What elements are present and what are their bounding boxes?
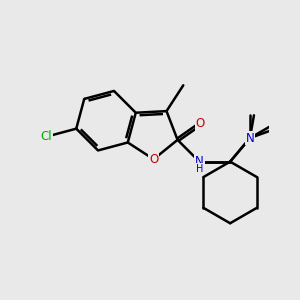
Text: O: O bbox=[149, 153, 158, 166]
Text: Cl: Cl bbox=[41, 130, 52, 143]
Text: O: O bbox=[196, 118, 205, 130]
Text: H: H bbox=[196, 164, 203, 174]
Text: N: N bbox=[246, 132, 254, 145]
Text: N: N bbox=[195, 155, 204, 168]
Text: N: N bbox=[246, 132, 254, 145]
